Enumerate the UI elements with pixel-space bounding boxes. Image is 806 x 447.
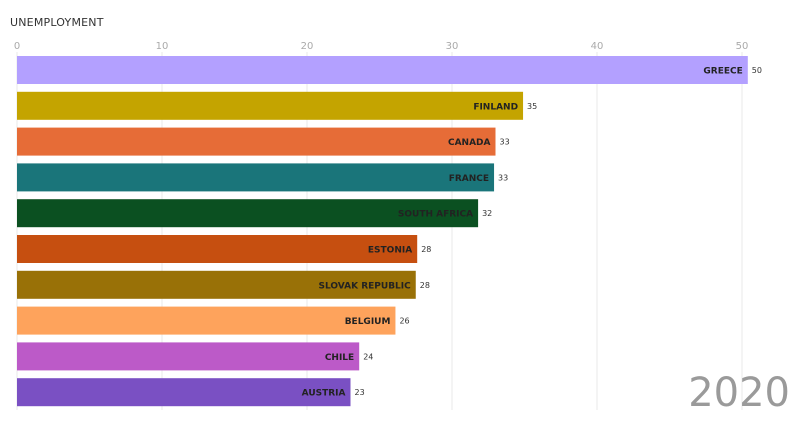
bar-value-label: 33 — [500, 138, 510, 147]
bar — [17, 342, 360, 371]
x-tick-label: 50 — [736, 41, 749, 52]
bar-category-label: CHILE — [325, 353, 354, 363]
bar-category-label: BELGIUM — [345, 317, 391, 327]
x-tick-label: 0 — [14, 41, 20, 52]
bar — [17, 127, 496, 156]
bar — [17, 270, 416, 299]
x-tick-label: 20 — [301, 41, 314, 52]
year-annotation: 2020 — [688, 370, 790, 416]
bar-value-label: 28 — [420, 281, 430, 290]
bar-category-label: ESTONIA — [368, 246, 412, 256]
bar-value-label: 28 — [421, 245, 431, 254]
bar — [17, 306, 396, 335]
bar-category-label: FINLAND — [473, 102, 518, 112]
bar-category-label: CANADA — [448, 138, 491, 148]
chart-title: UNEMPLOYMENT — [10, 16, 104, 29]
bar-value-label: 24 — [363, 352, 373, 361]
bar-value-label: 33 — [498, 173, 508, 182]
bar-category-label: SOUTH AFRICA — [398, 210, 473, 220]
bar — [17, 91, 524, 120]
bar-value-label: 32 — [482, 209, 492, 218]
bar-value-label: 23 — [355, 388, 365, 397]
bar-value-label: 26 — [399, 317, 409, 326]
x-tick-label: 30 — [446, 41, 459, 52]
x-tick-label: 10 — [156, 41, 169, 52]
bar — [17, 56, 748, 84]
bar-value-label: 35 — [527, 102, 537, 111]
bar-value-label: 50 — [752, 66, 762, 75]
bar — [17, 378, 351, 407]
bar-category-label: FRANCE — [449, 174, 489, 184]
bar — [17, 199, 479, 228]
bar-category-label: SLOVAK REPUBLIC — [318, 281, 411, 291]
bar — [17, 163, 495, 192]
bar-category-label: GREECE — [703, 67, 742, 77]
x-tick-label: 40 — [591, 41, 604, 52]
bar — [17, 235, 418, 263]
bar-category-label: AUSTRIA — [302, 389, 346, 399]
